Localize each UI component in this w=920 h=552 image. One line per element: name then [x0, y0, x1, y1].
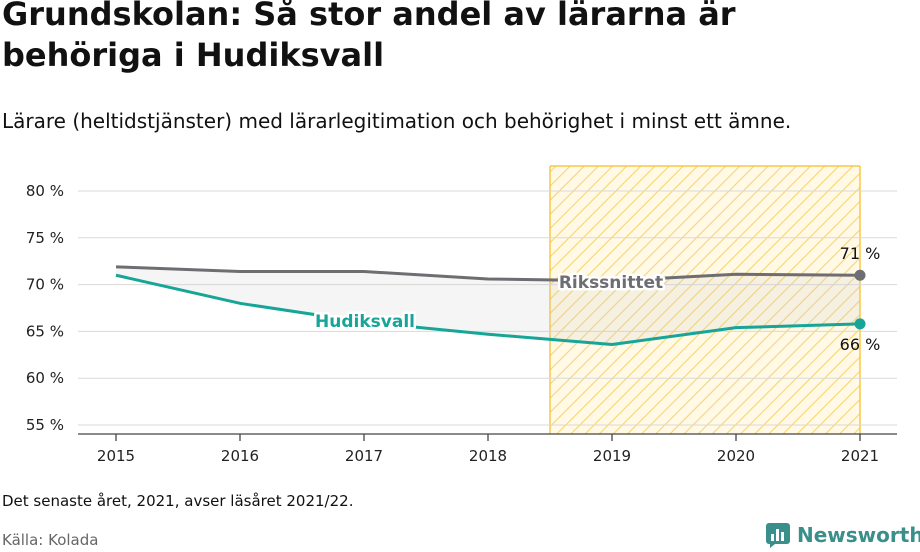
chart-title: Grundskolan: Så stor andel av lärarna är…	[2, 0, 736, 74]
end-label-hudiksvall: 66 %	[840, 335, 881, 354]
newsworthy-logo-icon	[766, 523, 790, 548]
highlight-hatch	[550, 166, 860, 434]
chart-subtitle: Lärare (heltidstjänster) med lärarlegiti…	[2, 109, 792, 133]
x-tick-label: 2019	[593, 447, 631, 465]
y-tick-label: 80 %	[26, 182, 64, 200]
end-point-rikssnittet	[854, 269, 866, 281]
y-tick-label: 60 %	[26, 369, 64, 387]
y-tick-label: 55 %	[26, 416, 64, 434]
x-tick-label: 2016	[221, 447, 259, 465]
series-line-rikssnittet	[115, 265, 861, 283]
y-tick-label: 65 %	[26, 322, 64, 340]
series-line-hudiksvall	[115, 273, 861, 347]
footnote: Det senaste året, 2021, avser läsåret 20…	[2, 492, 354, 510]
source-label: Källa: Kolada	[2, 531, 99, 549]
series-label-rikssnittet: Rikssnittet	[559, 273, 663, 293]
x-tick-label: 2021	[841, 447, 879, 465]
x-tick-label: 2015	[97, 447, 135, 465]
x-tick-label: 2018	[469, 447, 507, 465]
series-label-hudiksvall: Hudiksvall	[315, 312, 415, 332]
gap-area	[116, 266, 860, 345]
x-tick-label: 2017	[345, 447, 383, 465]
x-tick-label: 2020	[717, 447, 755, 465]
y-tick-label: 70 %	[26, 276, 64, 294]
brand-name: Newsworthy	[797, 523, 920, 547]
end-label-rikssnittet: 71 %	[840, 244, 881, 263]
end-point-hudiksvall	[854, 318, 866, 330]
y-tick-label: 75 %	[26, 229, 64, 247]
line-chart: 55 % 60 % 65 % 70 % 75 % 80 % 2015 2016 2017 2018…	[26, 165, 897, 465]
newsworthy-logo: Newsworthy	[765, 520, 920, 550]
